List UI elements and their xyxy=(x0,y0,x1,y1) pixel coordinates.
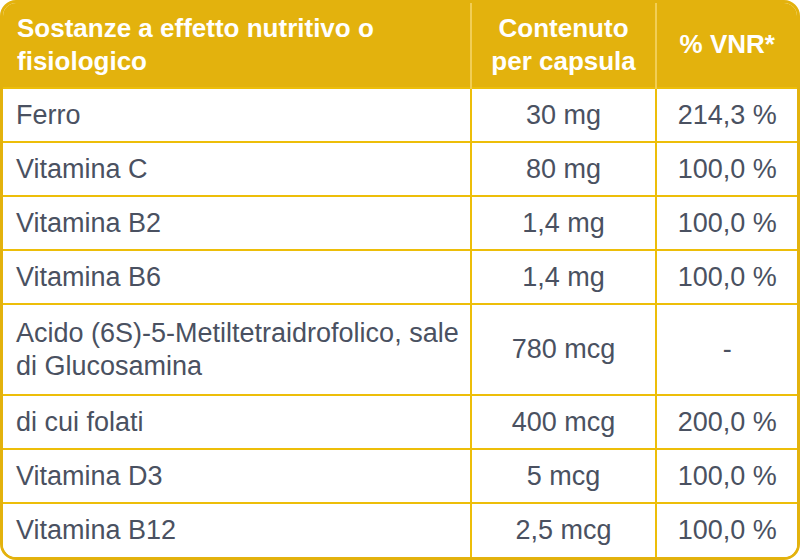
substance-name: Vitamina B6 xyxy=(3,250,471,304)
table-row: Vitamina B6 1,4 mg 100,0 % xyxy=(3,250,797,304)
table-header: Sostanze a effetto nutritivo o fisiologi… xyxy=(3,3,797,88)
table-row: Acido (6S)-5-Metiltetraidrofolico, sale … xyxy=(3,304,797,395)
nutrition-table: Sostanze a effetto nutritivo o fisiologi… xyxy=(3,3,797,557)
table-row: Vitamina B2 1,4 mg 100,0 % xyxy=(3,196,797,250)
vnr-value: 100,0 % xyxy=(656,503,797,557)
content-value: 5 mcg xyxy=(471,449,657,503)
vnr-value: - xyxy=(656,304,797,395)
substance-name: Vitamina B2 xyxy=(3,196,471,250)
header-vnr-percent: % VNR* xyxy=(656,3,797,88)
vnr-value: 200,0 % xyxy=(656,395,797,449)
substance-name: Ferro xyxy=(3,88,471,142)
header-content-per-capsule: Contenuto per capsula xyxy=(471,3,657,88)
substance-name: di cui folati xyxy=(3,395,471,449)
content-value: 30 mg xyxy=(471,88,657,142)
vnr-value: 100,0 % xyxy=(656,196,797,250)
table-row: Vitamina B12 2,5 mcg 100,0 % xyxy=(3,503,797,557)
table-row: Vitamina D3 5 mcg 100,0 % xyxy=(3,449,797,503)
header-substances: Sostanze a effetto nutritivo o fisiologi… xyxy=(3,3,471,88)
table-row: Vitamina C 80 mg 100,0 % xyxy=(3,142,797,196)
content-value: 2,5 mcg xyxy=(471,503,657,557)
table-row: di cui folati 400 mcg 200,0 % xyxy=(3,395,797,449)
substance-name: Acido (6S)-5-Metiltetraidrofolico, sale … xyxy=(3,304,471,395)
content-value: 80 mg xyxy=(471,142,657,196)
vnr-value: 100,0 % xyxy=(656,449,797,503)
content-value: 1,4 mg xyxy=(471,250,657,304)
vnr-value: 100,0 % xyxy=(656,142,797,196)
table-body: Ferro 30 mg 214,3 % Vitamina C 80 mg 100… xyxy=(3,88,797,557)
content-value: 1,4 mg xyxy=(471,196,657,250)
substance-name: Vitamina B12 xyxy=(3,503,471,557)
content-value: 780 mcg xyxy=(471,304,657,395)
vnr-value: 214,3 % xyxy=(656,88,797,142)
content-value: 400 mcg xyxy=(471,395,657,449)
substance-name: Vitamina D3 xyxy=(3,449,471,503)
nutrition-table-card: Sostanze a effetto nutritivo o fisiologi… xyxy=(0,0,800,560)
table-row: Ferro 30 mg 214,3 % xyxy=(3,88,797,142)
header-row: Sostanze a effetto nutritivo o fisiologi… xyxy=(3,3,797,88)
vnr-value: 100,0 % xyxy=(656,250,797,304)
substance-name: Vitamina C xyxy=(3,142,471,196)
